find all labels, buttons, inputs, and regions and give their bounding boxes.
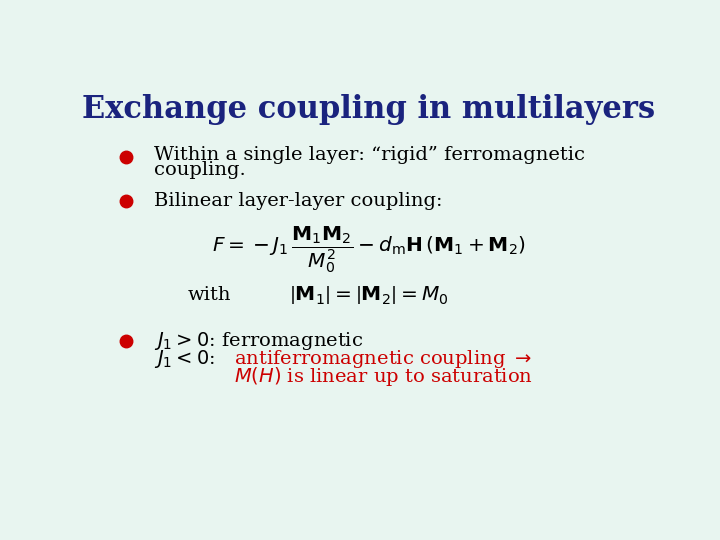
Text: Within a single layer: “rigid” ferromagnetic: Within a single layer: “rigid” ferromagn… (154, 146, 585, 164)
Text: with: with (188, 286, 231, 303)
Text: $M(H)$ is linear up to saturation: $M(H)$ is linear up to saturation (234, 365, 533, 388)
Text: $J_1 < 0$:: $J_1 < 0$: (154, 348, 217, 370)
Text: Bilinear layer-layer coupling:: Bilinear layer-layer coupling: (154, 192, 443, 210)
Text: Exchange coupling in multilayers: Exchange coupling in multilayers (82, 94, 656, 125)
Text: $J_1 > 0$: ferromagnetic: $J_1 > 0$: ferromagnetic (154, 330, 364, 352)
Text: antiferromagnetic coupling $\rightarrow$: antiferromagnetic coupling $\rightarrow$ (234, 348, 532, 370)
Text: $F = -J_1\,\dfrac{\mathbf{M}_1\mathbf{M}_2}{M_0^2} - d_{\mathrm{m}}\mathbf{H}\,(: $F = -J_1\,\dfrac{\mathbf{M}_1\mathbf{M}… (212, 225, 526, 275)
Text: $\left|\mathbf{M}_1\right| = \left|\mathbf{M}_2\right| = M_0$: $\left|\mathbf{M}_1\right| = \left|\math… (289, 284, 449, 306)
Text: coupling.: coupling. (154, 160, 246, 179)
